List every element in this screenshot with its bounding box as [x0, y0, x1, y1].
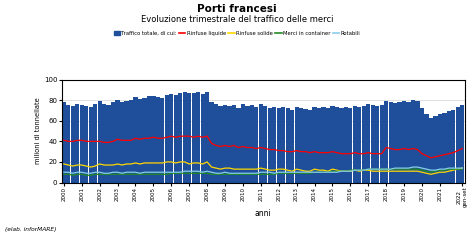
- Bar: [156, 97, 160, 183]
- Bar: [254, 107, 258, 183]
- Bar: [182, 92, 187, 183]
- Bar: [460, 105, 465, 183]
- Bar: [362, 106, 366, 183]
- Bar: [263, 106, 267, 183]
- Bar: [142, 98, 146, 183]
- Bar: [281, 107, 285, 183]
- Text: Evoluzione trimestrale del traffico delle merci: Evoluzione trimestrale del traffico dell…: [141, 15, 333, 24]
- Bar: [339, 108, 344, 183]
- Bar: [285, 108, 290, 183]
- Bar: [335, 107, 339, 183]
- Bar: [75, 104, 80, 183]
- Legend: Traffico totale, di cui:, Rinfuse liquide, Rinfuse solide, Merci in container, R: Traffico totale, di cui:, Rinfuse liquid…: [114, 31, 360, 36]
- Text: (elab. inforMARE): (elab. inforMARE): [5, 227, 56, 232]
- Bar: [111, 102, 115, 183]
- Bar: [424, 113, 428, 183]
- Bar: [187, 93, 191, 183]
- Bar: [120, 102, 124, 183]
- Bar: [447, 111, 451, 183]
- Bar: [384, 101, 388, 183]
- Bar: [353, 106, 357, 183]
- X-axis label: anni: anni: [255, 209, 272, 218]
- Bar: [210, 102, 214, 183]
- Bar: [303, 110, 308, 183]
- Bar: [277, 108, 281, 183]
- Bar: [71, 106, 75, 183]
- Bar: [442, 113, 447, 183]
- Bar: [173, 95, 178, 183]
- Bar: [398, 102, 402, 183]
- Bar: [102, 104, 106, 183]
- Bar: [321, 107, 326, 183]
- Y-axis label: milioni di tonnellate: milioni di tonnellate: [35, 98, 41, 165]
- Bar: [456, 107, 460, 183]
- Bar: [268, 108, 272, 183]
- Bar: [312, 107, 317, 183]
- Bar: [406, 102, 410, 183]
- Bar: [62, 102, 66, 183]
- Bar: [205, 92, 209, 183]
- Bar: [228, 106, 232, 183]
- Bar: [133, 97, 137, 183]
- Bar: [196, 92, 201, 183]
- Bar: [366, 104, 370, 183]
- Bar: [375, 106, 379, 183]
- Bar: [294, 107, 299, 183]
- Bar: [66, 105, 71, 183]
- Bar: [241, 104, 245, 183]
- Bar: [201, 94, 205, 183]
- Bar: [89, 107, 93, 183]
- Bar: [438, 113, 442, 183]
- Bar: [191, 93, 196, 183]
- Bar: [164, 95, 169, 183]
- Bar: [250, 105, 254, 183]
- Bar: [402, 101, 406, 183]
- Bar: [451, 110, 456, 183]
- Bar: [237, 108, 241, 183]
- Bar: [84, 106, 88, 183]
- Bar: [147, 96, 151, 183]
- Bar: [219, 106, 223, 183]
- Bar: [433, 116, 438, 183]
- Bar: [232, 105, 236, 183]
- Bar: [429, 118, 433, 183]
- Bar: [80, 105, 84, 183]
- Bar: [393, 103, 397, 183]
- Bar: [317, 108, 321, 183]
- Bar: [124, 101, 128, 183]
- Bar: [380, 105, 384, 183]
- Bar: [348, 108, 353, 183]
- Bar: [299, 108, 303, 183]
- Bar: [223, 105, 227, 183]
- Bar: [129, 100, 133, 183]
- Bar: [178, 93, 182, 183]
- Text: Porti francesi: Porti francesi: [197, 4, 277, 14]
- Bar: [330, 106, 335, 183]
- Bar: [151, 96, 155, 183]
- Bar: [107, 105, 111, 183]
- Bar: [326, 108, 330, 183]
- Bar: [415, 101, 419, 183]
- Bar: [214, 104, 218, 183]
- Bar: [344, 107, 348, 183]
- Bar: [259, 104, 263, 183]
- Bar: [169, 94, 173, 183]
- Bar: [308, 110, 312, 183]
- Bar: [357, 107, 362, 183]
- Bar: [160, 98, 164, 183]
- Bar: [98, 101, 102, 183]
- Bar: [371, 105, 375, 183]
- Bar: [272, 107, 276, 183]
- Bar: [116, 100, 120, 183]
- Bar: [245, 106, 249, 183]
- Bar: [93, 104, 97, 183]
- Bar: [389, 102, 393, 183]
- Bar: [290, 110, 294, 183]
- Bar: [420, 108, 424, 183]
- Bar: [138, 99, 142, 183]
- Bar: [411, 100, 415, 183]
